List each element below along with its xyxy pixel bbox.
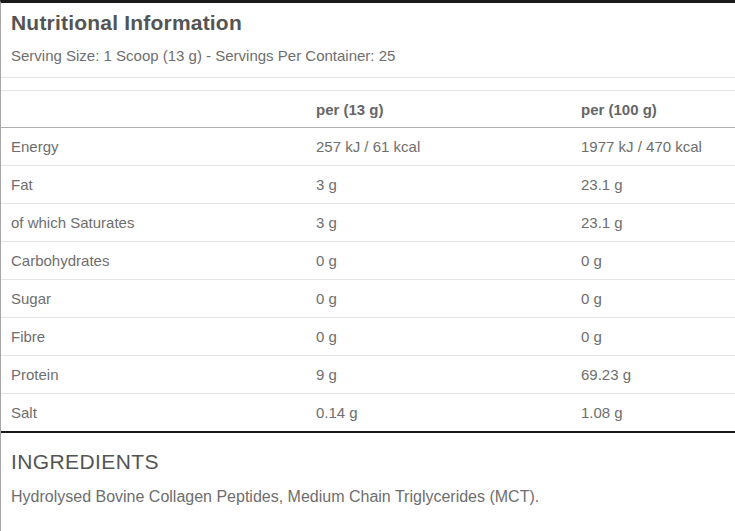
- value-per-100g: 0 g: [581, 318, 735, 356]
- nutrition-table-body: Energy257 kJ / 61 kcal1977 kJ / 470 kcal…: [1, 128, 735, 432]
- value-per-100g: 23.1 g: [581, 204, 735, 242]
- nutrient-label: Fat: [1, 166, 316, 204]
- value-per-serving: 0.14 g: [316, 394, 581, 432]
- value-per-serving: 257 kJ / 61 kcal: [316, 128, 581, 166]
- table-row: Protein9 g69.23 g: [1, 356, 735, 394]
- ingredients-title: INGREDIENTS: [11, 449, 735, 475]
- table-row: Sugar0 g0 g: [1, 280, 735, 318]
- table-row: Fat3 g23.1 g: [1, 166, 735, 204]
- ingredients-text: Hydrolysed Bovine Collagen Peptides, Med…: [11, 488, 735, 506]
- nutrient-column-header: [1, 91, 316, 128]
- table-row: Fibre0 g0 g: [1, 318, 735, 356]
- nutrient-label: Energy: [1, 128, 316, 166]
- nutrient-label: Protein: [1, 356, 316, 394]
- value-per-serving: 0 g: [316, 318, 581, 356]
- nutrient-label: Carbohydrates: [1, 242, 316, 280]
- value-per-serving: 9 g: [316, 356, 581, 394]
- per-100g-column-header: per (100 g): [581, 91, 735, 128]
- nutrition-panel: Nutritional Information Serving Size: 1 …: [0, 0, 735, 531]
- per-serving-column-header: per (13 g): [316, 91, 581, 128]
- value-per-100g: 0 g: [581, 280, 735, 318]
- value-per-serving: 0 g: [316, 280, 581, 318]
- value-per-100g: 69.23 g: [581, 356, 735, 394]
- value-per-100g: 1.08 g: [581, 394, 735, 432]
- nutrient-label: Sugar: [1, 280, 316, 318]
- value-per-100g: 0 g: [581, 242, 735, 280]
- value-per-100g: 23.1 g: [581, 166, 735, 204]
- table-row: Carbohydrates0 g0 g: [1, 242, 735, 280]
- value-per-serving: 0 g: [316, 242, 581, 280]
- table-header-row: per (13 g) per (100 g): [1, 91, 735, 128]
- table-row: Energy257 kJ / 61 kcal1977 kJ / 470 kcal: [1, 128, 735, 166]
- value-per-serving: 3 g: [316, 166, 581, 204]
- value-per-100g: 1977 kJ / 470 kcal: [581, 128, 735, 166]
- nutrient-label: Salt: [1, 394, 316, 432]
- nutrient-label: Fibre: [1, 318, 316, 356]
- table-row: of which Saturates3 g23.1 g: [1, 204, 735, 242]
- serving-size-line: Serving Size: 1 Scoop (13 g) - Servings …: [1, 47, 735, 78]
- nutrient-label: of which Saturates: [1, 204, 316, 242]
- nutrition-title: Nutritional Information: [11, 10, 735, 36]
- nutrition-table: per (13 g) per (100 g) Energy257 kJ / 61…: [1, 90, 735, 433]
- table-row: Salt0.14 g1.08 g: [1, 394, 735, 432]
- value-per-serving: 3 g: [316, 204, 581, 242]
